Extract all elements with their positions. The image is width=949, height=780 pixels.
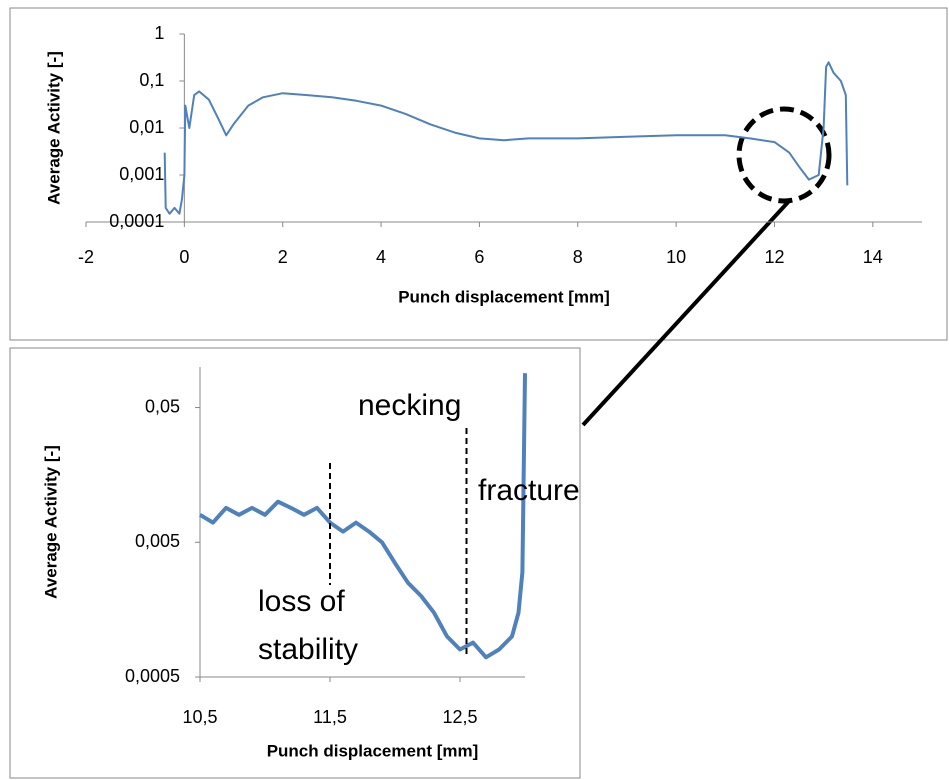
x-tick-label: 10: [666, 247, 686, 267]
zoom-connector: [581, 198, 792, 427]
y-tick-label: 0,1: [139, 70, 164, 90]
x-tick-label: 11,5: [313, 707, 347, 727]
x-tick-label: -2: [78, 247, 94, 267]
y-axis-title: Average Activity [-]: [44, 51, 63, 205]
x-tick-label: 4: [376, 247, 386, 267]
top-panel-frame: [9, 7, 948, 341]
x-axis-title: Punch displacement [mm]: [267, 741, 479, 760]
bottom-panel-frame: [9, 347, 581, 779]
y-tick-label: 0,001: [119, 164, 164, 184]
data-line: [198, 373, 527, 660]
zoom-circle: [736, 106, 832, 204]
x-tick-label: 8: [573, 247, 583, 267]
x-tick-label: 0: [179, 247, 189, 267]
y-tick-label: 0,01: [129, 117, 164, 137]
annotation: stability: [258, 633, 358, 666]
x-tick-label: 10,5: [182, 707, 217, 727]
x-tick-label: 12,5: [442, 707, 477, 727]
x-tick-label: 14: [863, 247, 883, 267]
y-tick-label: 0,0005: [125, 666, 180, 686]
annotation: necking: [358, 389, 461, 422]
x-tick-label: 12: [764, 247, 784, 267]
y-tick-label: 0,05: [145, 396, 180, 416]
x-axis-title: Punch displacement [mm]: [398, 287, 610, 306]
data-line: [163, 61, 849, 215]
x-tick-label: 2: [278, 247, 288, 267]
annotation: loss of: [258, 585, 345, 618]
x-tick-label: 6: [474, 247, 484, 267]
y-tick-label: 0,0001: [109, 211, 164, 231]
annotation: fracture: [478, 474, 580, 507]
y-axis-title: Average Activity [-]: [41, 445, 60, 599]
y-tick-label: 1: [154, 23, 164, 43]
y-tick-label: 0,005: [135, 531, 180, 551]
